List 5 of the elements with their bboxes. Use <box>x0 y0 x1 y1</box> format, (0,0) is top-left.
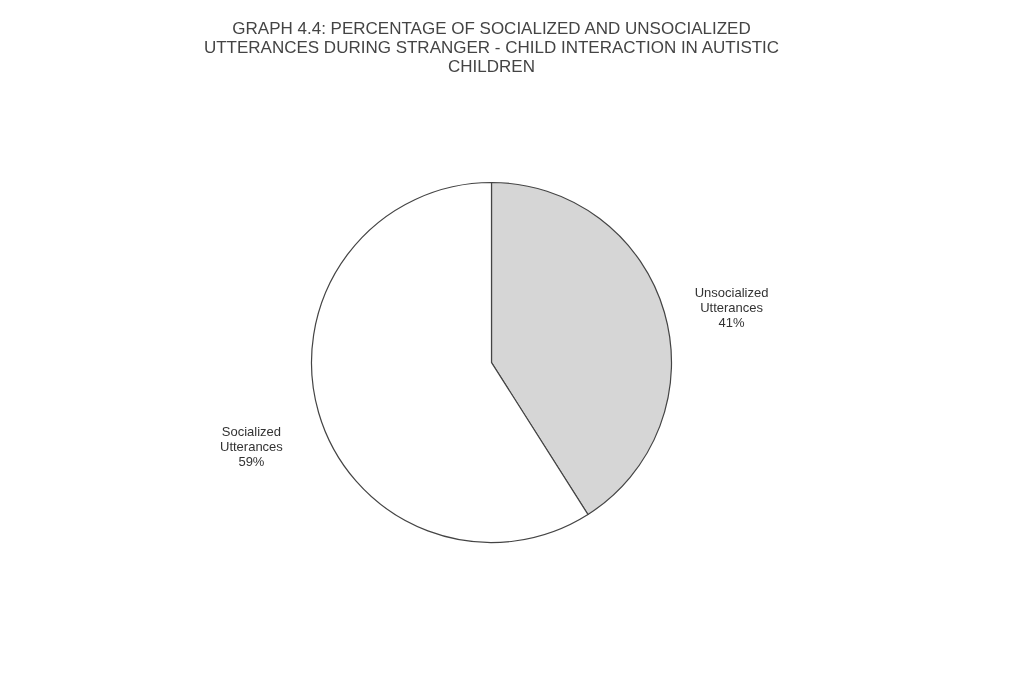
data-label: 59% <box>238 454 265 470</box>
chart-title: GRAPH 4.4: PERCENTAGE OF SOCIALIZED AND UNSOCIALIZED UTTERANCES DURING STRANGER - CHILD INTERACTION IN AUTISTIC CHILDREN <box>203 19 780 76</box>
slice-label: Unsocialized Utterances <box>694 284 769 315</box>
slice-label: Socialized Utterances <box>219 424 284 455</box>
data-label: 41% <box>718 314 746 330</box>
